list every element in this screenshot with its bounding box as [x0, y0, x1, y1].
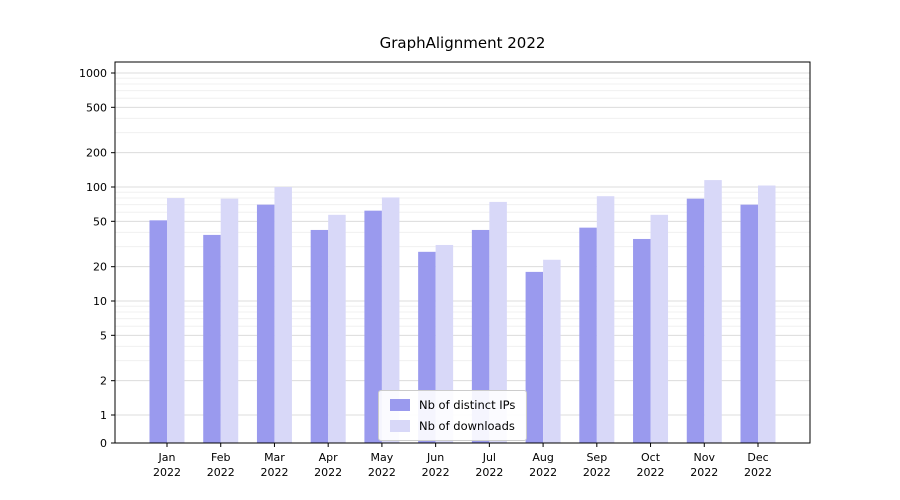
y-tick-label: 1000 — [79, 67, 107, 80]
bar-sep-distinct-ips — [579, 227, 597, 443]
x-tick-label-year: 2022 — [207, 466, 235, 479]
x-tick-label-year: 2022 — [260, 466, 288, 479]
legend-item-downloads: Nb of downloads — [390, 419, 515, 433]
bar-aug-distinct-ips — [525, 271, 544, 443]
y-tick-label: 50 — [93, 215, 107, 228]
x-tick-label-month: Oct — [641, 451, 661, 464]
legend-swatch — [390, 399, 410, 411]
x-tick-label-month: Dec — [747, 451, 768, 464]
bar-mar-downloads — [274, 187, 292, 443]
x-tick-label-month: Jul — [482, 451, 496, 464]
legend-item-distinct-ips: Nb of distinct IPs — [390, 398, 515, 412]
x-tick-label-year: 2022 — [744, 466, 772, 479]
x-tick-label-month: Aug — [532, 451, 553, 464]
bar-feb-distinct-ips — [203, 234, 221, 443]
x-tick-label-year: 2022 — [583, 466, 611, 479]
y-tick-label: 5 — [100, 329, 107, 342]
y-tick-label: 0 — [100, 437, 107, 450]
bar-may-downloads — [381, 197, 400, 443]
y-tick-label: 1 — [100, 409, 107, 422]
x-tick-label-year: 2022 — [529, 466, 557, 479]
bar-oct-downloads — [650, 214, 669, 443]
x-tick-label-year: 2022 — [422, 466, 450, 479]
bar-jan-distinct-ips — [149, 220, 167, 443]
bar-nov-distinct-ips — [686, 198, 705, 443]
x-tick-label-year: 2022 — [475, 466, 503, 479]
x-tick-label-month: Feb — [211, 451, 230, 464]
bar-apr-downloads — [328, 214, 346, 443]
bar-dec-downloads — [758, 185, 776, 443]
y-tick-label: 200 — [86, 147, 107, 160]
x-tick-label-month: May — [371, 451, 394, 464]
legend-label: Nb of distinct IPs — [419, 398, 516, 412]
bar-jul-downloads — [489, 201, 507, 443]
x-tick-label-month: Sep — [586, 451, 607, 464]
bar-nov-downloads — [704, 180, 722, 443]
bar-sep-downloads — [596, 196, 615, 443]
y-tick-label: 100 — [86, 181, 107, 194]
y-tick-label: 2 — [100, 375, 107, 388]
bar-feb-downloads — [220, 198, 239, 443]
x-tick-label-month: Jun — [426, 451, 444, 464]
bar-aug-downloads — [543, 259, 561, 443]
bar-may-distinct-ips — [364, 210, 382, 443]
chart-title: GraphAlignment 2022 — [379, 34, 546, 52]
bar-apr-distinct-ips — [310, 229, 329, 443]
axes-spines — [114, 61, 811, 444]
y-tick-label: 10 — [93, 295, 107, 308]
x-tick-label-year: 2022 — [314, 466, 342, 479]
x-tick-label-year: 2022 — [368, 466, 396, 479]
chart-legend: Nb of distinct IPs Nb of downloads — [378, 390, 528, 441]
bar-mar-distinct-ips — [256, 204, 275, 443]
x-tick-label-month: Jan — [158, 451, 176, 464]
x-tick-label-month: Nov — [694, 451, 716, 464]
bar-oct-distinct-ips — [633, 238, 651, 443]
y-tick-label: 500 — [86, 101, 107, 114]
x-tick-label-year: 2022 — [637, 466, 665, 479]
x-tick-label-year: 2022 — [153, 466, 181, 479]
x-tick-label-month: Apr — [319, 451, 339, 464]
x-tick-label-year: 2022 — [690, 466, 718, 479]
x-tick-label-month: Mar — [264, 451, 285, 464]
bar-jan-downloads — [167, 198, 185, 443]
legend-label: Nb of downloads — [419, 419, 515, 433]
legend-swatch — [390, 420, 410, 432]
bar-dec-distinct-ips — [740, 204, 758, 443]
bar-jul-distinct-ips — [471, 229, 490, 443]
y-tick-label: 20 — [93, 261, 107, 274]
